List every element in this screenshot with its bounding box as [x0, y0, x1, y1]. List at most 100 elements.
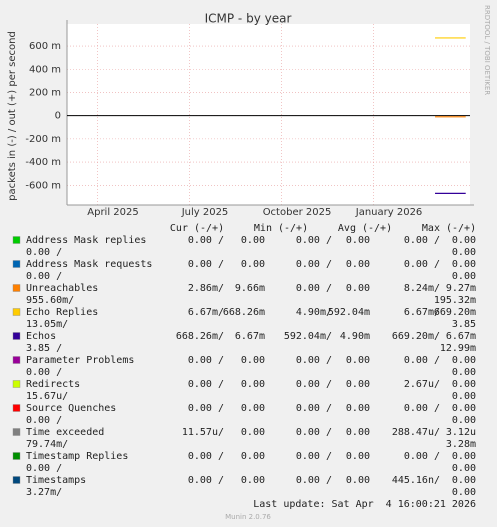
legend-header: Min (-/+): [254, 223, 308, 234]
legend-stat: 0.00 /: [296, 475, 332, 486]
legend-stat: 0.00 /: [26, 247, 62, 258]
x-tick-label: April 2025: [87, 207, 138, 218]
legend-stat: 0.00: [452, 451, 476, 462]
legend-stat: 668.26m/: [176, 331, 224, 342]
legend-stat: 0.00: [346, 451, 370, 462]
legend-stat: 0.00: [346, 427, 370, 438]
legend-swatch: [12, 260, 21, 268]
legend-stat: 6.67m: [446, 331, 476, 342]
legend-header: Max (-/+): [422, 223, 476, 234]
legend-stat: 0.00 /: [296, 283, 332, 294]
legend-stat: 0.00: [241, 355, 265, 366]
legend-label: Address Mask replies: [26, 235, 146, 246]
legend-stat: 0.00: [452, 403, 476, 414]
legend-stat: 0.00 /: [188, 235, 224, 246]
legend-stat: 0.00: [452, 379, 476, 390]
last-update: Last update: Sat Apr 4 16:00:21 2026: [253, 499, 476, 510]
y-tick-label: 200 m: [29, 87, 61, 98]
legend-label: Echos: [26, 331, 56, 342]
y-tick-label: -600 m: [25, 180, 61, 191]
legend-stat: 0.00 /: [296, 403, 332, 414]
legend-stat: 0.00: [452, 415, 476, 426]
legend-label: Unreachables: [26, 283, 98, 294]
legend-stat: 669.20m/: [392, 331, 440, 342]
legend-stat: 445.16n/: [392, 475, 440, 486]
legend-stat: 0.00: [452, 367, 476, 378]
legend-stat: 0.00 /: [26, 415, 62, 426]
legend-stat: 11.57u/: [182, 427, 224, 438]
legend-stat: 0.00: [346, 235, 370, 246]
legend-stat: 4.90m: [340, 331, 370, 342]
legend-stat: 0.00: [452, 259, 476, 270]
legend-stat: 288.47u/: [392, 427, 440, 438]
legend-stat: 6.67m/: [404, 307, 440, 318]
legend-label: Timestamp Replies: [26, 451, 128, 462]
y-tick-label: -400 m: [25, 157, 61, 168]
legend-swatch: [12, 452, 21, 460]
legend-stat: 3.85 /: [26, 343, 62, 354]
y-tick-label: 600 m: [29, 41, 61, 52]
legend-stat: 0.00: [452, 391, 476, 402]
legend-stat: 0.00 /: [404, 403, 440, 414]
watermark: RRDTOOL / TOBI OETIKER: [483, 5, 491, 95]
legend-stat: 12.99m: [440, 343, 476, 354]
legend-stat: 0.00: [346, 379, 370, 390]
legend-stat: 0.00: [241, 235, 265, 246]
legend-stat: 0.00 /: [404, 355, 440, 366]
legend-stat: 0.00 /: [296, 427, 332, 438]
legend-stat: 0.00 /: [296, 451, 332, 462]
legend-stat: 0.00 /: [404, 259, 440, 270]
legend-stat: 3.27m/: [26, 487, 62, 498]
legend-stat: 0.00: [452, 463, 476, 474]
legend-label: Redirects: [26, 379, 80, 390]
legend-stat: 0.00: [241, 427, 265, 438]
y-tick-label: 0: [55, 111, 61, 122]
legend-swatch: [12, 380, 21, 388]
legend-stat: 0.00: [346, 259, 370, 270]
legend-stat: 0.00 /: [188, 451, 224, 462]
legend-stat: 8.24m/: [404, 283, 440, 294]
legend-stat: 0.00: [346, 403, 370, 414]
plot-area: [67, 24, 470, 205]
legend-stat: 0.00 /: [404, 451, 440, 462]
legend-stat: 2.67u/: [404, 379, 440, 390]
x-tick-label: January 2026: [355, 207, 423, 218]
legend-stat: 0.00 /: [296, 259, 332, 270]
legend-stat: 0.00: [241, 451, 265, 462]
legend-stat: 6.67m: [235, 331, 265, 342]
legend-label: Timestamps: [26, 475, 86, 486]
legend-stat: 195.32m: [434, 295, 476, 306]
legend-stat: 668.26m: [223, 307, 265, 318]
legend-swatch: [12, 356, 21, 364]
legend-label: Parameter Problems: [26, 355, 134, 366]
legend-stat: 3.85: [452, 319, 476, 330]
legend-stat: 0.00 /: [188, 403, 224, 414]
legend-stat: 0.00: [452, 235, 476, 246]
legend-stat: 3.28m: [446, 439, 476, 450]
legend-stat: 6.67m/: [188, 307, 224, 318]
legend-header: Avg (-/+): [338, 223, 392, 234]
legend-stat: 0.00: [241, 475, 265, 486]
legend-stat: 0.00: [241, 259, 265, 270]
legend-stat: 0.00: [452, 487, 476, 498]
footer: Munin 2.0.76: [225, 513, 271, 521]
legend-stat: 0.00 /: [188, 379, 224, 390]
legend-stat: 0.00: [346, 355, 370, 366]
legend-stat: 4.90m/: [296, 307, 332, 318]
legend-stat: 0.00 /: [188, 259, 224, 270]
legend-stat: 0.00: [241, 379, 265, 390]
legend-stat: 0.00: [452, 475, 476, 486]
legend-stat: 9.66m: [235, 283, 265, 294]
legend-header: Cur (-/+): [170, 223, 224, 234]
legend-swatch: [12, 284, 21, 292]
legend-stat: 0.00: [452, 271, 476, 282]
legend-label: Source Quenches: [26, 403, 116, 414]
legend-stat: 0.00: [346, 475, 370, 486]
y-tick-label: -200 m: [25, 134, 61, 145]
legend-swatch: [12, 476, 21, 484]
legend-stat: 2.86m/: [188, 283, 224, 294]
legend-label: Time exceeded: [26, 427, 104, 438]
legend-swatch: [12, 236, 21, 244]
